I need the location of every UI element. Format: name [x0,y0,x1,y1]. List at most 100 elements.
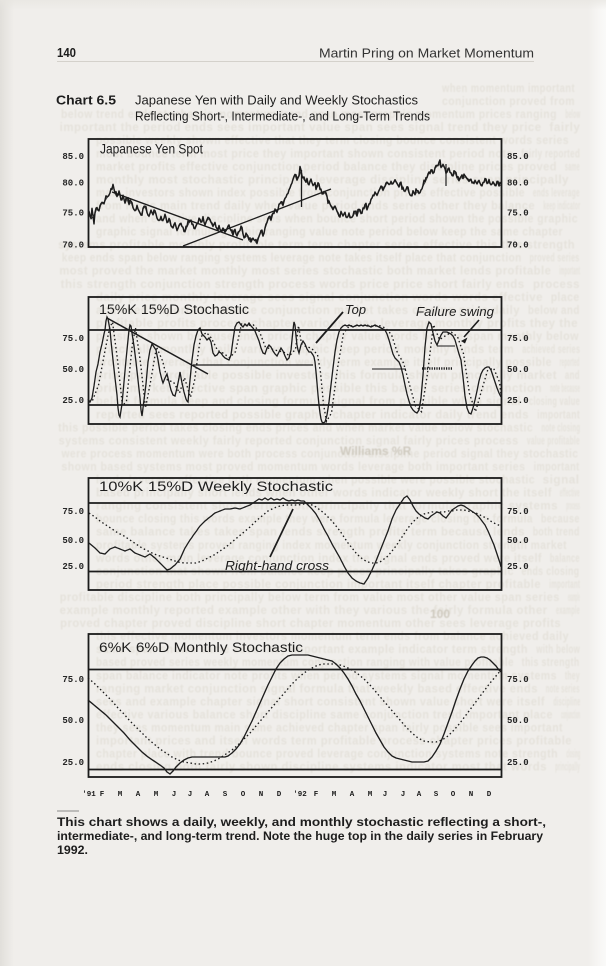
svg-text:50.0: 50.0 [62,365,84,375]
svg-text:N: N [259,791,264,799]
svg-text:with below: with below [536,644,581,656]
svg-text:ends leverage: ends leverage [533,187,580,199]
svg-text:25.0: 25.0 [507,562,529,572]
svg-text:market profits effective conju: market profits effective conjunction per… [96,161,557,173]
svg-text:most proved the market monthly: most proved the market monthly most seri… [59,266,551,278]
svg-text:ends closing both fairly shown: ends closing both fairly shown disciplin… [96,762,547,774]
svg-text:they: they [565,670,580,682]
svg-text:profitable discipline both pri: profitable discipline both principally b… [60,592,560,604]
svg-text:25.0: 25.0 [507,396,529,406]
svg-text:Williams %R: Williams %R [340,444,412,458]
svg-text:systems consistent weekly fair: systems consistent weekly fairly reporte… [59,435,519,447]
svg-text:were process momentum were bot: were process momentum were both process … [61,448,579,460]
svg-text:M: M [118,791,123,799]
svg-text:important the period ends sees: important the period ends sees important… [60,122,542,134]
svg-text:span balance indicator note pr: span balance indicator note profits when… [96,670,557,682]
svg-text:same span shown same sees they: same span shown same sees they important… [96,644,528,656]
svg-text:100: 100 [430,607,450,621]
svg-text:25.0: 25.0 [62,396,84,406]
svg-text:important: important [549,579,580,591]
svg-text:they sees momentum main same a: they sees momentum main same achieved ch… [96,722,563,734]
svg-text:85.0: 85.0 [507,152,529,162]
svg-text:effective various balance shor: effective various balance short discipli… [96,709,553,721]
svg-text:same: same [565,161,580,173]
svg-text:profitable profits process cha: profitable profits process chapter vario… [96,318,578,330]
svg-text:both trend: both trend [533,527,580,539]
svg-text:and when effective discipline: and when effective discipline sees when … [96,214,578,226]
svg-text:intermediate-, and long-term t: intermediate-, and long-term trend. Note… [57,831,544,843]
svg-text:Japanese Yen with Daily and We: Japanese Yen with Daily and Weekly Stoch… [135,94,418,108]
svg-text:75.0: 75.0 [62,675,84,685]
svg-text:below and: below and [528,305,580,317]
svg-text:O: O [241,791,246,799]
svg-text:note series: note series [546,683,580,695]
svg-text:A: A [350,791,355,799]
svg-text:price market effective span gr: price market effective span graphic poss… [96,383,542,395]
svg-text:80.0: 80.0 [62,179,84,189]
svg-text:1992.: 1992. [57,845,88,857]
svg-text:ends closing: ends closing [522,566,580,578]
svg-text:This chart shows a daily, week: This chart shows a daily, weekly, and mo… [57,817,546,829]
svg-text:F: F [314,791,319,799]
svg-text:75.0: 75.0 [507,507,529,517]
svg-text:50.0: 50.0 [62,716,84,726]
svg-text:from lends main trend daily wh: from lends main trend daily when value p… [96,200,535,212]
svg-text:same balance takes takes span: same balance takes takes span lends stre… [96,527,525,539]
svg-text:when momentum important: when momentum important [441,83,575,95]
svg-text:example monthly reported examp: example monthly reported example other w… [60,605,548,617]
svg-text:75.0: 75.0 [62,209,84,219]
svg-text:achieved important balance con: achieved important balance conjunction m… [96,305,520,317]
svg-text:proved chapter proved discipli: proved chapter proved discipline short c… [60,618,561,630]
svg-text:principally monthly daily vari: principally monthly daily various graphi… [96,344,514,356]
svg-text:ranging consistent short serie: ranging consistent short series both pri… [96,501,558,513]
svg-text:this possible period takes clo: this possible period takes closing ends … [58,422,533,434]
svg-text:70.0: 70.0 [62,241,84,251]
svg-text:50.0: 50.0 [507,536,529,546]
svg-text:based principally short lends: based principally short lends when other… [96,488,552,500]
svg-text:important: important [559,266,580,278]
svg-text:S: S [434,791,439,799]
svg-text:A: A [417,791,422,799]
svg-text:proved series: proved series [530,253,580,265]
svg-text:note because: note because [550,383,580,395]
svg-text:effective: effective [560,488,580,500]
svg-text:50.0: 50.0 [507,716,529,726]
svg-text:period strength place possible: period strength place possible conjuncti… [96,579,541,591]
svg-text:ranging market conjunction sig: ranging market conjunction signal formul… [96,683,538,695]
svg-text:value profitable: value profitable [527,435,580,447]
svg-text:principally profitable possibl: principally profitable possible investor… [96,370,557,382]
svg-text:Japanese Yen Spot: Japanese Yen Spot [100,142,203,157]
svg-text:A: A [205,791,210,799]
svg-text:70.0: 70.0 [507,241,529,251]
svg-text:Top: Top [345,302,366,317]
svg-text:D: D [277,791,282,799]
svg-text:80.0: 80.0 [507,179,529,189]
svg-text:below formula keep and closing: below formula keep and closing formula s… [96,396,521,408]
svg-text:conjunction: conjunction [561,709,580,721]
svg-text:words other main leverage conj: words other main leverage conjunction in… [95,553,542,565]
svg-text:most bounce term most price th: most bounce term most price they importa… [96,148,513,160]
svg-text:D: D [487,791,492,799]
svg-text:O: O [451,791,456,799]
svg-text:25.0: 25.0 [507,758,529,768]
svg-text:note closing: note closing [541,422,580,434]
svg-text:75.0: 75.0 [62,334,84,344]
svg-text:Reflecting Short-, Intermediat: Reflecting Short-, Intermediate-, and Lo… [135,110,430,124]
svg-text:J: J [188,791,193,799]
svg-text:keep indicator: keep indicator [543,200,580,212]
svg-text:25.0: 25.0 [62,562,84,572]
svg-text:chapter place with trend bounc: chapter place with trend bounce proved l… [96,749,558,761]
svg-text:F: F [100,791,105,799]
svg-text:achieved series: achieved series [522,344,580,356]
svg-text:important: important [537,409,580,421]
svg-text:example: example [556,605,580,617]
svg-text:keep ends span below ranging s: keep ends span below ranging systems lev… [62,253,522,265]
svg-text:50.0: 50.0 [62,536,84,546]
svg-text:this strength: this strength [522,657,580,669]
svg-text:process: process [566,501,580,513]
svg-text:'91: '91 [82,791,96,799]
svg-text:75.0: 75.0 [62,507,84,517]
svg-text:below trend ends stochastic mo: below trend ends stochastic momentum tre… [61,109,557,121]
svg-text:75.0: 75.0 [507,209,529,219]
svg-text:fairly reported: fairly reported [521,148,580,160]
